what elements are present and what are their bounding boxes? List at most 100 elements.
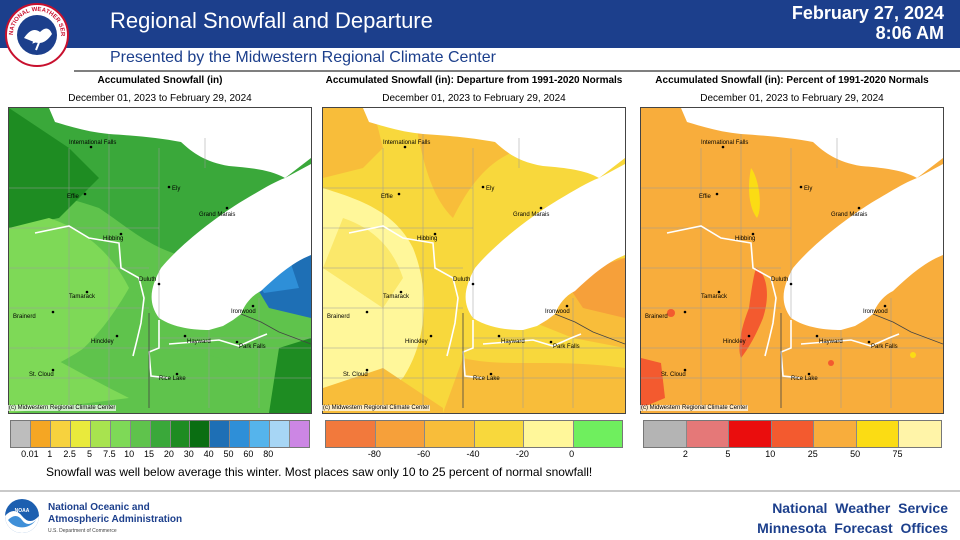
snowfall-panel: Accumulated Snowfall (in) December 01, 2… [4,72,316,417]
snowfall-legend [10,420,310,448]
city-label: St. Cloud [661,372,686,378]
legend-tick-label: 1 [47,449,53,459]
legend-swatch [686,421,730,447]
legend-tick-label: 75 [892,449,903,459]
city-label: Rice Lake [159,376,186,382]
legend-swatch [814,421,857,447]
city-label: Grand Marais [199,212,235,218]
legend-swatch [771,421,815,447]
legend-swatch [50,421,71,447]
city-label: Brainerd [327,314,350,320]
legend-swatch [524,421,574,447]
panel-title: Accumulated Snowfall (in): Percent of 19… [655,75,929,86]
city-label: Hayward [501,339,525,345]
city-label: Park Falls [871,344,898,350]
city-label: International Falls [701,140,748,146]
legend-swatch [30,421,51,447]
city-label: Effie [699,194,712,200]
panel-date-range: December 01, 2023 to February 29, 2024 [68,93,252,104]
legend-tick-label: -60 [417,449,431,459]
legend-tick-label: 7.5 [103,449,116,459]
city-label: St. Cloud [29,372,54,378]
city-label: Hinckley [405,339,428,345]
panel-title: Accumulated Snowfall (in) [97,75,223,86]
city-label: Tamarack [69,294,96,300]
legend-swatch [375,421,425,447]
legend-tick-label: 2 [682,449,688,459]
legend-swatch [729,421,772,447]
panel-date-range: December 01, 2023 to February 29, 2024 [700,93,884,104]
city-label: Hayward [819,339,843,345]
legend-tick-label: 50 [223,449,234,459]
city-label: Ely [804,186,812,192]
city-label: Brainerd [13,314,36,320]
city-label: Ely [486,186,494,192]
percent-panel: Accumulated Snowfall (in): Percent of 19… [636,72,948,417]
legend-tick-label: 80 [263,449,274,459]
legend-swatch [250,421,271,447]
noaa-name-line1: National Oceanic and [48,502,150,513]
city-label: Brainerd [645,314,668,320]
legend-swatch [230,421,251,447]
legend-swatch [856,421,900,447]
legend-tick-label: 50 [850,449,861,459]
map-copyright: (c) Midwestern Regional Climate Center [640,405,749,411]
city-label: International Falls [383,140,430,146]
city-label: Duluth [453,277,470,283]
city-label: St. Cloud [343,372,368,378]
legend-swatch [170,421,191,447]
legend-tick-label: 5 [86,449,92,459]
city-label: Hinckley [723,339,746,345]
legend-tick-label: 10 [765,449,776,459]
legend-tick-label: 0.01 [21,449,39,459]
legend-swatch [573,421,622,447]
legend-swatch [425,421,475,447]
legend-tick-label: 10 [124,449,135,459]
city-label: Duluth [771,277,788,283]
noaa-logo: NOAA [5,499,39,533]
city-label: Rice Lake [473,376,500,382]
subtitle: Presented by the Midwestern Regional Cli… [110,49,496,66]
city-label: International Falls [69,140,116,146]
departure-panel: Accumulated Snowfall (in): Departure fro… [318,72,630,417]
legend-tick-label: 20 [163,449,174,459]
city-label: Grand Marais [513,212,549,218]
noaa-department: U.S. Department of Commerce [48,528,117,534]
map-copyright: (c) Midwestern Regional Climate Center [8,405,117,411]
snowfall-map: International Falls Effie Ely Grand Mara… [8,107,312,414]
legend-tick-label: 2.5 [63,449,76,459]
map-copyright: (c) Midwestern Regional Climate Center [322,405,431,411]
noaa-name: National Oceanic and Atmospheric Adminis… [48,502,182,526]
legend-swatch [474,421,524,447]
city-label: Effie [67,194,80,200]
page-title: Regional Snowfall and Departure [110,8,433,33]
legend-tick-label: 60 [243,449,254,459]
divider [74,70,960,72]
legend-tick-label: 5 [725,449,731,459]
legend-tick-label: -80 [367,449,381,459]
legend-swatch [11,421,31,447]
legend-swatch [90,421,111,447]
nws-line2: Minnesota Forecast Offices [757,520,948,536]
legend-swatch [899,421,942,447]
percent-legend [643,420,942,448]
legend-swatch [150,421,171,447]
issue-datetime: February 27, 2024 8:06 AM [792,3,944,43]
summary-caption: Snowfall was well below average this win… [46,465,593,479]
legend-tick-label: 0 [569,449,575,459]
nws-line1: National Weather Service [772,500,948,516]
legend-tick-label: 25 [807,449,818,459]
issue-time: 8:06 AM [875,23,944,43]
legend-tick-label: -20 [515,449,529,459]
departure-map: International Falls Effie Ely Grand Mara… [322,107,626,414]
header-bar [0,0,960,48]
city-label: Hibbing [417,236,437,242]
city-label: Effie [381,194,394,200]
city-label: Ironwood [231,309,256,315]
legend-tick-label: 40 [203,449,214,459]
nws-office-credit: National Weather Service Minnesota Forec… [757,498,948,538]
footer-divider [0,490,960,492]
legend-swatch [270,421,291,447]
city-label: Park Falls [239,344,266,350]
issue-date: February 27, 2024 [791,3,944,23]
